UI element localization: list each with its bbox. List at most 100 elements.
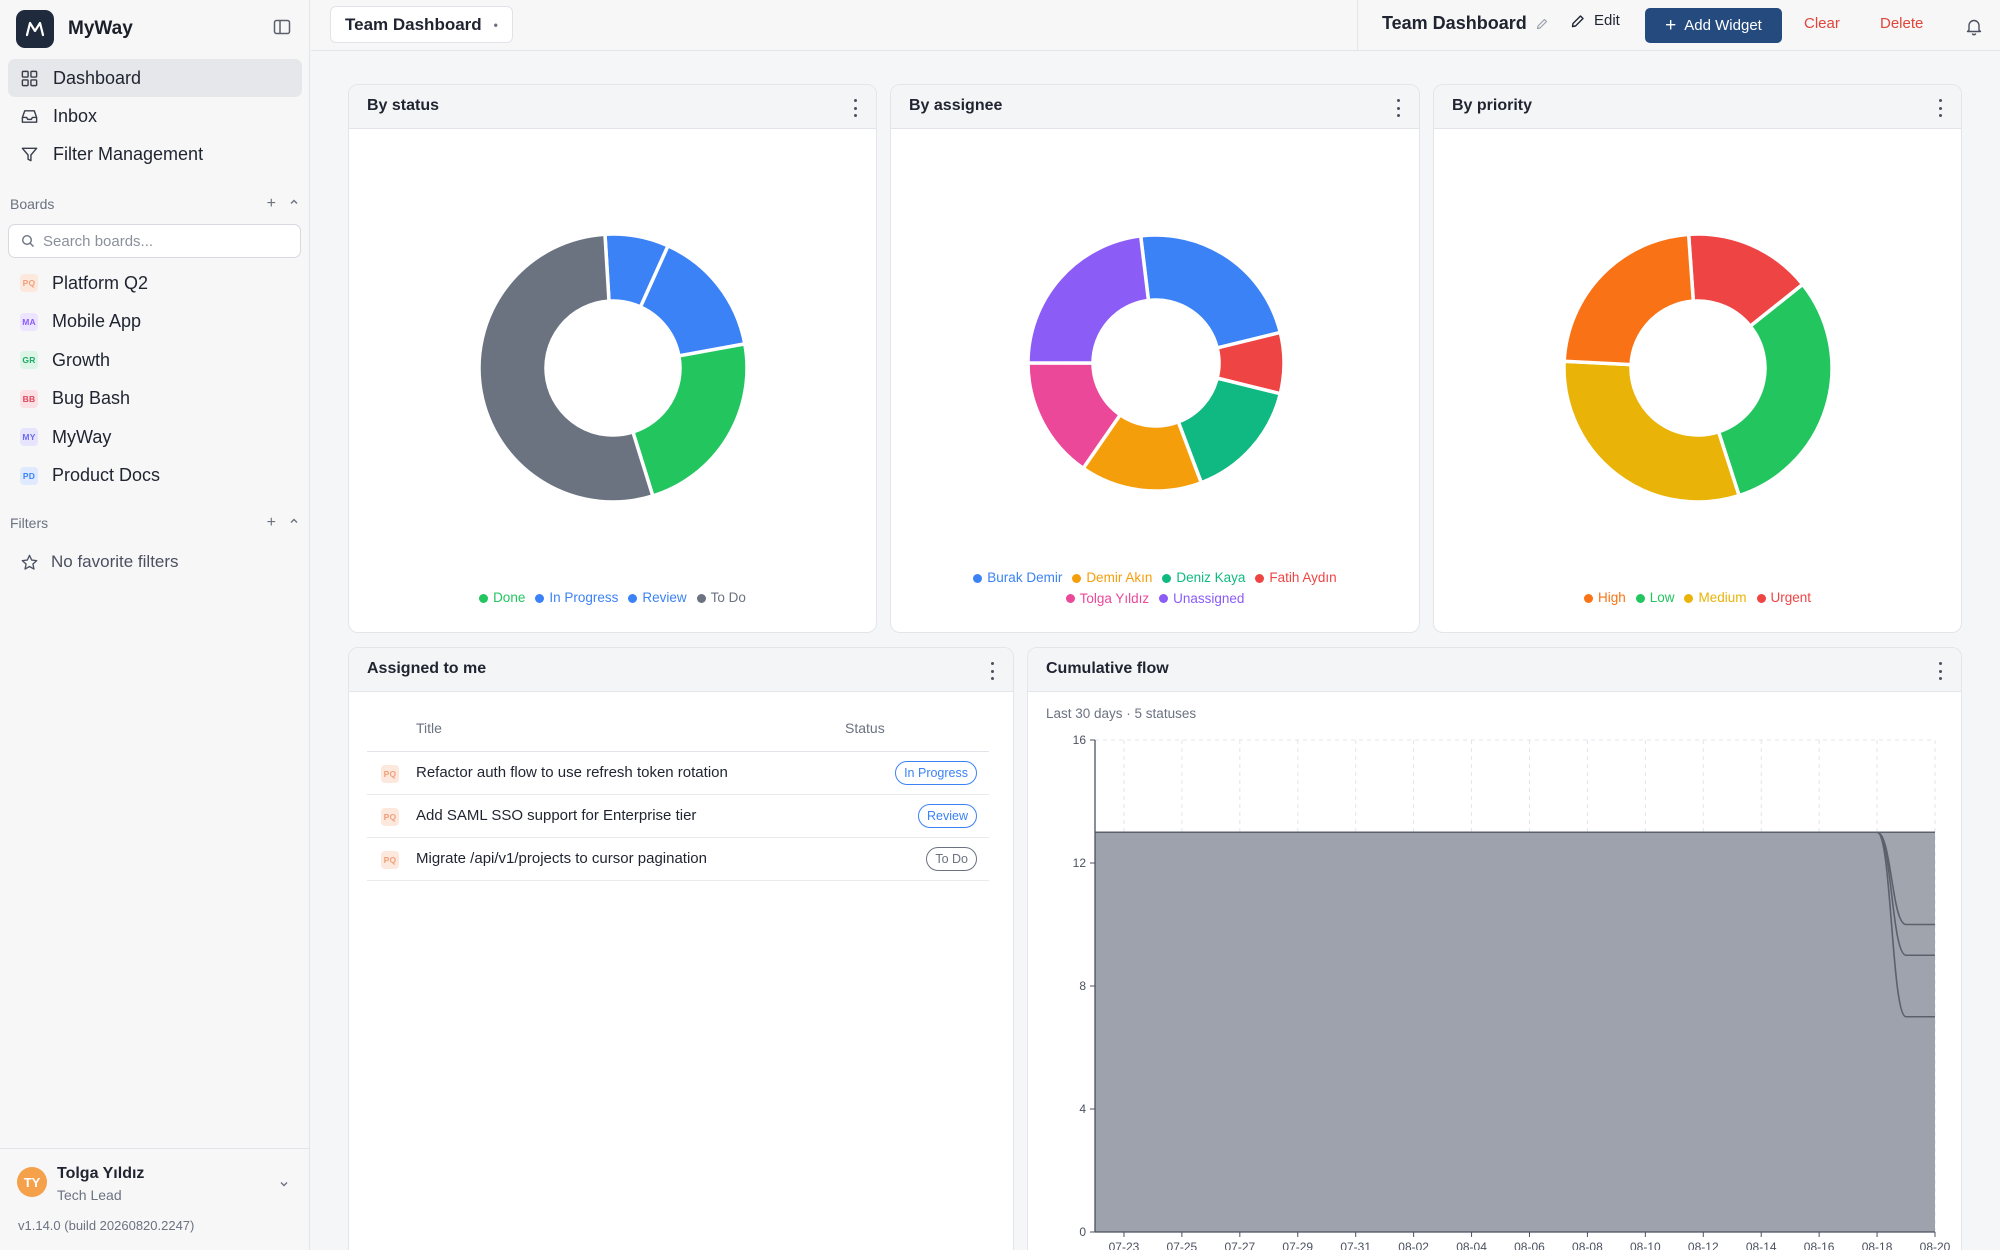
more-vertical-icon[interactable] [1937, 99, 1943, 117]
table-row[interactable]: PQ Refactor auth flow to use refresh toke… [367, 752, 989, 795]
legend-label: Unassigned [1173, 590, 1245, 606]
legend-item[interactable]: Fatih Aydın [1255, 568, 1337, 588]
legend-item[interactable]: Unassigned [1159, 589, 1244, 609]
donut-chart [1026, 233, 1286, 493]
donut-slice-to-do[interactable] [477, 232, 656, 504]
donut-slice-high[interactable] [1562, 232, 1696, 367]
app-version: v1.14.0 (build 20260820.2247) [18, 1218, 195, 1233]
table-row[interactable]: PQ Add SAML SSO support for Enterprise ti… [367, 795, 989, 838]
dropdown-dot-icon: • [493, 17, 498, 32]
donut-slice-burak-demir[interactable] [1138, 233, 1283, 351]
delete-button[interactable]: Delete [1880, 15, 1924, 32]
chart-legend: High Low Medium Urgent [1434, 588, 1961, 609]
legend-item[interactable]: Medium [1684, 588, 1747, 608]
user-menu[interactable]: TY Tolga Yıldız Tech Lead [0, 1148, 310, 1218]
board-item[interactable]: PD Product Docs [8, 457, 302, 496]
board-item[interactable]: GR Growth [8, 341, 302, 380]
chevron-up-icon[interactable] [288, 195, 300, 213]
chevron-down-icon[interactable] [278, 1177, 290, 1195]
legend-item[interactable]: Deniz Kaya [1162, 568, 1245, 588]
legend-dot [1684, 593, 1694, 603]
dashboard-select[interactable]: Team Dashboard • [330, 6, 513, 43]
widget-header: By priority [1434, 85, 1961, 129]
board-item[interactable]: MY MyWay [8, 418, 302, 457]
x-tick-label: 08-08 [1572, 1240, 1603, 1250]
legend-item[interactable]: Burak Demir [973, 568, 1062, 588]
table-header: Title Status [367, 706, 989, 752]
table-row[interactable]: PQ Migrate /api/v1/projects to cursor pag… [367, 838, 989, 881]
legend-item[interactable]: Demir Akın [1072, 568, 1152, 588]
donut-slice-medium[interactable] [1562, 359, 1742, 504]
legend-item[interactable]: High [1583, 588, 1626, 608]
legend-label: To Do [710, 590, 746, 605]
nav-item-filter-management[interactable]: Filter Management [8, 135, 302, 173]
more-vertical-icon[interactable] [989, 662, 995, 680]
legend-dot [535, 593, 545, 603]
no-favorite-filters: No favorite filters [20, 552, 179, 572]
legend-label: Done [493, 590, 526, 605]
legend-item[interactable]: Done [479, 588, 525, 608]
board-item[interactable]: PQ Platform Q2 [8, 264, 302, 303]
more-vertical-icon[interactable] [1937, 662, 1943, 680]
board-item[interactable]: BB Bug Bash [8, 380, 302, 419]
column-status[interactable]: Status [845, 720, 885, 736]
add-board-icon[interactable]: + [266, 195, 276, 212]
widget-title: By priority [1452, 97, 1533, 114]
bell-icon[interactable] [1965, 17, 1983, 41]
legend-label: Review [642, 590, 687, 605]
legend-label: In Progress [549, 590, 619, 605]
donut-chart [477, 232, 749, 504]
boards-section-header: Boards + [10, 195, 300, 213]
rename-pencil-icon[interactable] [1535, 17, 1549, 31]
pencil-icon [1571, 14, 1584, 27]
donut-slice-done[interactable] [630, 341, 749, 499]
more-vertical-icon[interactable] [1395, 99, 1401, 117]
x-tick-label: 07-29 [1282, 1240, 1313, 1250]
nav-label: Filter Management [53, 143, 204, 164]
board-badge: PQ [381, 851, 399, 869]
brand[interactable]: MyWay [16, 10, 133, 48]
x-tick-label: 08-04 [1456, 1240, 1487, 1250]
more-vertical-icon[interactable] [852, 99, 858, 117]
legend-item[interactable]: Urgent [1756, 588, 1812, 608]
legend-dot [1065, 594, 1075, 603]
sidebar-toggle-icon[interactable] [272, 17, 294, 39]
search-boards-input[interactable] [43, 232, 283, 250]
x-tick-label: 07-31 [1340, 1240, 1371, 1250]
nav-item-inbox[interactable]: Inbox [8, 97, 302, 135]
column-title[interactable]: Title [416, 720, 442, 736]
legend-item[interactable]: Low [1635, 588, 1674, 608]
legend-item[interactable]: Review [628, 588, 687, 608]
legend-label: Urgent [1770, 590, 1812, 605]
legend-item[interactable]: Tolga Yıldız [1065, 589, 1149, 609]
add-widget-button[interactable]: + Add Widget [1645, 8, 1782, 43]
edit-label: Edit [1594, 12, 1620, 29]
search-boards-field[interactable] [8, 224, 301, 258]
donut-slice-low[interactable] [1716, 281, 1834, 498]
y-tick-label: 8 [1079, 979, 1086, 993]
legend-item[interactable]: In Progress [535, 588, 618, 608]
no-filters-label: No favorite filters [51, 552, 179, 571]
board-item[interactable]: MA Mobile App [8, 303, 302, 342]
widget-assigned-to-me: Assigned to me Title Status PQ Refactor a… [348, 647, 1014, 1250]
dashboard-title[interactable]: Team Dashboard [1382, 13, 1549, 34]
sidebar: MyWay Dashboard Inbox Filter Management … [0, 0, 310, 1250]
board-badge: GR [20, 351, 38, 370]
area-series-3 [1095, 832, 1935, 1232]
issue-title[interactable]: Refactor auth flow to use refresh token … [416, 764, 728, 781]
chevron-up-icon[interactable] [288, 514, 300, 532]
nav-item-dashboard[interactable]: Dashboard [8, 59, 302, 97]
donut-slice-unassigned[interactable] [1026, 233, 1151, 365]
x-tick-label: 08-14 [1746, 1240, 1777, 1250]
edit-button[interactable]: Edit [1570, 12, 1620, 29]
dashboard-select-value: Team Dashboard [345, 14, 482, 34]
board-badge: PQ [381, 765, 399, 783]
widget-by-status: By status Done In Progress Review To Do [348, 84, 877, 633]
board-badge: MA [20, 312, 38, 331]
legend-item[interactable]: To Do [696, 588, 746, 608]
status-badge: In Progress [895, 761, 977, 785]
issue-title[interactable]: Add SAML SSO support for Enterprise tier [416, 807, 697, 824]
add-filter-icon[interactable]: + [266, 514, 276, 531]
issue-title[interactable]: Migrate /api/v1/projects to cursor pagin… [416, 850, 707, 867]
clear-button[interactable]: Clear [1804, 15, 1840, 32]
